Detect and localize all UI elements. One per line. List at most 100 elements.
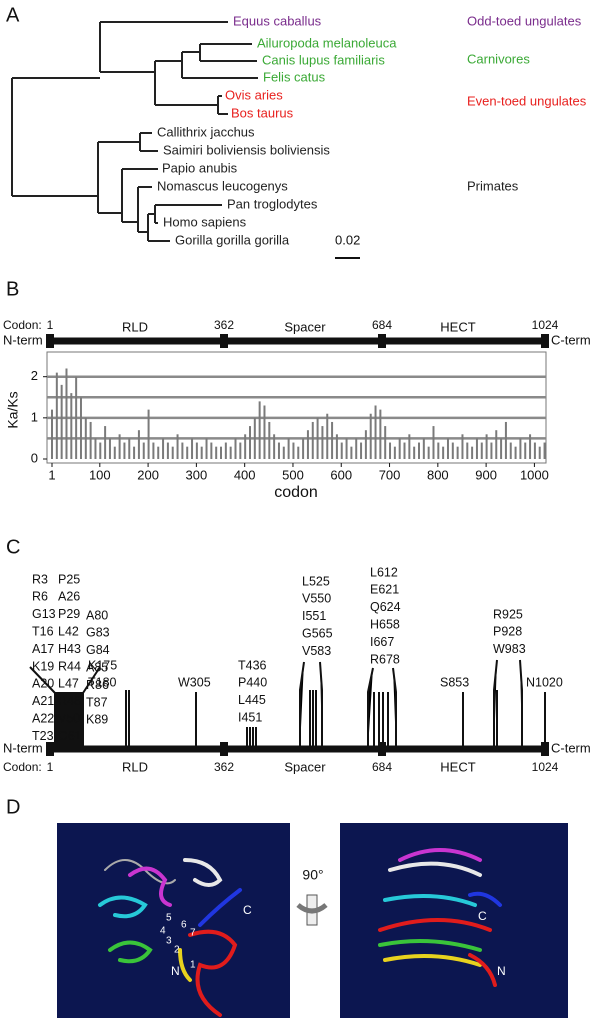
codon-label: 684 <box>372 760 392 774</box>
site-label: E621 <box>370 583 399 597</box>
site-label: A80 <box>86 608 108 622</box>
codon-caption: Codon: <box>3 760 42 774</box>
site-label: W983 <box>493 642 526 656</box>
site-label: L42 <box>58 624 79 638</box>
scale-label: 0.02 <box>335 232 360 247</box>
site-label: P25 <box>58 572 80 586</box>
site-label: R6 <box>32 590 48 604</box>
x-tick-label: 500 <box>282 467 304 482</box>
clade: Carnivores <box>467 51 530 66</box>
clade: Even-toed ungulates <box>467 93 587 108</box>
site-label: N1020 <box>526 675 563 689</box>
n-term: N-term <box>3 740 43 755</box>
codon-label: 1 <box>47 760 54 774</box>
site-label: P440 <box>238 676 267 690</box>
x-tick-label: 100 <box>89 467 111 482</box>
site-label: G83 <box>86 626 110 640</box>
site-label: L525 <box>302 574 330 588</box>
taxon: Equus caballus <box>233 13 322 28</box>
domain-label: HECT <box>440 759 475 774</box>
x-tick-label: 1000 <box>520 467 549 482</box>
site-label: R925 <box>493 607 523 621</box>
panel-label: B <box>6 278 19 300</box>
taxon: Canis lupus familiaris <box>262 52 385 67</box>
structure-label: 2 <box>174 945 180 956</box>
structure-label: 6 <box>181 920 187 931</box>
site-label: A21 <box>32 694 54 708</box>
site-label: I667 <box>370 635 394 649</box>
plot-frame <box>46 351 547 464</box>
panel-label: A <box>6 4 20 26</box>
site-label: G84 <box>86 643 110 657</box>
x-tick-label: 900 <box>475 467 497 482</box>
domain-label: RLD <box>122 759 148 774</box>
codon-label: 362 <box>214 760 234 774</box>
site-label: K19 <box>32 659 54 673</box>
site-label: T23 <box>32 729 54 743</box>
site-label: T436 <box>238 658 267 672</box>
site-label: G565 <box>302 626 333 640</box>
panel-label: C <box>6 536 20 558</box>
site-label: T87 <box>86 695 108 709</box>
domain-label: RLD <box>122 319 148 334</box>
domain-boundary <box>46 334 54 348</box>
taxon: Felis catus <box>263 69 326 84</box>
structure-label: C <box>243 903 252 917</box>
taxon: Saimiri boliviensis boliviensis <box>163 142 330 157</box>
site-label: L612 <box>370 565 398 579</box>
taxon: Nomascus leucogenys <box>157 178 288 193</box>
taxon: Callithrix jacchus <box>157 124 255 139</box>
x-tick-label: 300 <box>186 467 208 482</box>
c-term: C-term <box>551 740 591 755</box>
site-label: P29 <box>58 607 80 621</box>
site-label: R48 <box>58 694 81 708</box>
taxon: Ovis aries <box>225 87 283 102</box>
taxon: Homo sapiens <box>163 214 247 229</box>
taxon: Bos taurus <box>231 105 294 120</box>
site-label: G13 <box>32 607 56 621</box>
site-lines <box>29 659 546 750</box>
taxon: Gorilla gorilla gorilla <box>175 232 290 247</box>
structure-label: C <box>478 909 487 923</box>
site-label: A22 <box>32 711 54 725</box>
y-axis-label: Ka/Ks <box>5 391 21 428</box>
x-tick-label: 1 <box>48 467 55 482</box>
rotation-label: 90° <box>302 867 323 883</box>
site-label: G61 <box>58 729 82 743</box>
y-tick-label: 2 <box>31 368 38 383</box>
y-tick-label: 0 <box>31 450 38 465</box>
structure-label: N <box>497 964 506 978</box>
tree <box>11 21 258 242</box>
structure-label: 1 <box>190 960 196 971</box>
site-label: H658 <box>370 617 400 631</box>
site-label: T180 <box>88 676 117 690</box>
structure-label: 4 <box>160 926 166 937</box>
site-label: R86 <box>86 678 109 692</box>
site-label: A26 <box>58 590 80 604</box>
structure-label: 3 <box>166 936 172 947</box>
taxon: Papio anubis <box>162 160 238 175</box>
domain-boundary <box>378 742 386 756</box>
domain-label: Spacer <box>284 759 326 774</box>
domain-boundary <box>220 742 228 756</box>
x-tick-label: 800 <box>427 467 449 482</box>
structure-label: N <box>171 964 180 978</box>
codon-label: 1 <box>47 318 54 332</box>
structure-view <box>57 823 290 1018</box>
domain-label: Spacer <box>284 319 326 334</box>
clade: Primates <box>467 178 519 193</box>
site-label: I551 <box>302 609 326 623</box>
x-tick-label: 400 <box>234 467 256 482</box>
taxon: Ailuropoda melanoleuca <box>257 35 397 50</box>
x-tick-label: 200 <box>137 467 159 482</box>
site-label: W305 <box>178 675 211 689</box>
site-label: Q624 <box>370 600 401 614</box>
codon-caption: Codon: <box>3 318 42 332</box>
structure-label: 7 <box>190 928 196 939</box>
site-label: A85 <box>86 660 108 674</box>
codon-label: 684 <box>372 318 392 332</box>
ribbons <box>98 848 502 1017</box>
domain-boundary <box>541 334 549 348</box>
x-tick-label: 700 <box>379 467 401 482</box>
